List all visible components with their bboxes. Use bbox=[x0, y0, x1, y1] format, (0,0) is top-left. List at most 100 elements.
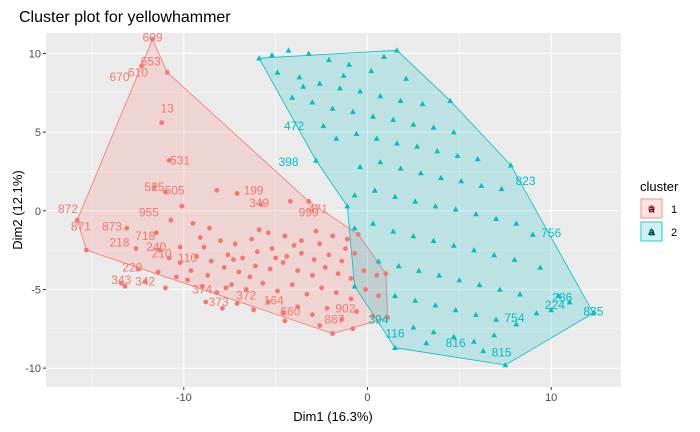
point-cluster-2 bbox=[471, 338, 477, 344]
point-label-cluster-1: 609 bbox=[142, 31, 162, 45]
point-cluster-2 bbox=[351, 192, 358, 198]
point-cluster-1 bbox=[157, 247, 163, 253]
point-cluster-2 bbox=[491, 332, 498, 338]
point-cluster-1 bbox=[335, 271, 341, 277]
point-cluster-2 bbox=[285, 47, 292, 53]
point-cluster-1 bbox=[265, 299, 271, 305]
point-cluster-1 bbox=[205, 272, 211, 278]
point-cluster-1 bbox=[229, 282, 234, 288]
point-cluster-2 bbox=[432, 203, 439, 209]
point-cluster-2 bbox=[517, 291, 523, 297]
point-cluster-2 bbox=[496, 286, 503, 292]
point-cluster-1 bbox=[282, 233, 288, 239]
point-cluster-1 bbox=[311, 257, 317, 262]
point-cluster-2 bbox=[269, 52, 275, 58]
point-cluster-1 bbox=[166, 158, 172, 163]
point-cluster-2 bbox=[326, 56, 332, 63]
point-label-cluster-2: 835 bbox=[583, 305, 603, 319]
point-cluster-2 bbox=[344, 203, 351, 209]
point-cluster-2 bbox=[436, 272, 442, 278]
y-tick-label: 10 bbox=[29, 48, 41, 60]
point-cluster-2 bbox=[432, 302, 439, 308]
y-axis-ticks: -10 -5 0 5 10 bbox=[25, 48, 46, 375]
point-cluster-2 bbox=[414, 143, 420, 149]
point-label-cluster-1: 525 bbox=[144, 180, 164, 194]
point-cluster-2 bbox=[394, 140, 400, 146]
x-axis-title: Dim1 (16.3%) bbox=[293, 409, 372, 424]
point-cluster-2 bbox=[351, 225, 358, 231]
point-cluster-1 bbox=[295, 304, 301, 310]
point-cluster-2 bbox=[309, 99, 316, 105]
point-cluster-2 bbox=[397, 165, 404, 171]
point-cluster-2 bbox=[340, 72, 347, 78]
point-cluster-2 bbox=[478, 182, 485, 188]
point-cluster-2 bbox=[320, 122, 327, 129]
point-cluster-2 bbox=[371, 187, 378, 193]
point-label-cluster-1: 505 bbox=[165, 183, 185, 197]
point-cluster-2 bbox=[377, 159, 384, 165]
point-cluster-2 bbox=[370, 113, 376, 119]
point-cluster-1 bbox=[234, 301, 240, 306]
point-cluster-1 bbox=[317, 241, 323, 247]
point-cluster-1 bbox=[231, 257, 236, 262]
point-cluster-1 bbox=[280, 310, 286, 316]
point-cluster-1 bbox=[361, 268, 367, 273]
point-label-cluster-1: 372 bbox=[236, 289, 256, 303]
point-cluster-1 bbox=[313, 228, 319, 234]
y-tick-label: 0 bbox=[35, 206, 41, 218]
point-cluster-2 bbox=[313, 157, 319, 163]
point-cluster-2 bbox=[346, 61, 352, 67]
point-cluster-1 bbox=[326, 252, 332, 258]
point-cluster-1 bbox=[363, 287, 368, 292]
point-cluster-1 bbox=[352, 250, 357, 256]
point-label-cluster-1: 873 bbox=[102, 220, 122, 234]
point-cluster-1 bbox=[208, 258, 214, 264]
point-cluster-2 bbox=[493, 215, 499, 221]
point-cluster-1 bbox=[163, 189, 168, 195]
point-cluster-2 bbox=[507, 162, 514, 168]
point-cluster-2 bbox=[529, 231, 536, 237]
point-cluster-2 bbox=[368, 67, 375, 74]
point-cluster-1 bbox=[317, 323, 323, 328]
point-cluster-2 bbox=[392, 344, 398, 350]
point-label-cluster-1: 471 bbox=[308, 202, 328, 216]
point-cluster-2 bbox=[256, 55, 262, 61]
point-cluster-1 bbox=[370, 313, 376, 319]
point-cluster-2 bbox=[412, 198, 419, 204]
point-cluster-1 bbox=[240, 255, 246, 261]
point-cluster-1 bbox=[339, 258, 345, 264]
point-cluster-2 bbox=[450, 242, 457, 248]
point-cluster-2 bbox=[537, 264, 544, 270]
point-cluster-2 bbox=[390, 116, 397, 122]
point-label-cluster-1: 164 bbox=[264, 294, 284, 308]
point-cluster-1 bbox=[203, 299, 209, 305]
point-cluster-1 bbox=[253, 263, 258, 269]
point-cluster-2 bbox=[381, 53, 387, 59]
point-cluster-1 bbox=[348, 276, 354, 281]
legend-triangle-icon bbox=[647, 227, 656, 235]
point-cluster-1 bbox=[354, 309, 359, 314]
point-cluster-2 bbox=[300, 83, 307, 89]
point-label-cluster-2: 815 bbox=[492, 345, 512, 359]
point-cluster-1 bbox=[139, 63, 144, 69]
point-cluster-1 bbox=[190, 221, 196, 226]
point-cluster-1 bbox=[304, 291, 310, 297]
point-label-cluster-1: 872 bbox=[58, 202, 78, 216]
point-cluster-1 bbox=[251, 307, 256, 313]
point-cluster-2 bbox=[471, 247, 477, 253]
legend-title: cluster bbox=[640, 179, 679, 194]
point-cluster-2 bbox=[430, 237, 437, 243]
point-cluster-2 bbox=[458, 178, 465, 184]
x-tick-label: 10 bbox=[545, 392, 557, 404]
point-cluster-1 bbox=[234, 191, 240, 196]
point-cluster-1 bbox=[133, 246, 139, 251]
point-cluster-2 bbox=[296, 74, 303, 80]
point-cluster-2 bbox=[417, 170, 424, 176]
point-cluster-2 bbox=[450, 129, 457, 135]
point-cluster-2 bbox=[390, 228, 397, 234]
point-cluster-1 bbox=[135, 266, 141, 272]
point-label-cluster-2: 472 bbox=[284, 119, 304, 133]
point-cluster-1 bbox=[275, 288, 280, 294]
point-cluster-1 bbox=[267, 266, 273, 272]
